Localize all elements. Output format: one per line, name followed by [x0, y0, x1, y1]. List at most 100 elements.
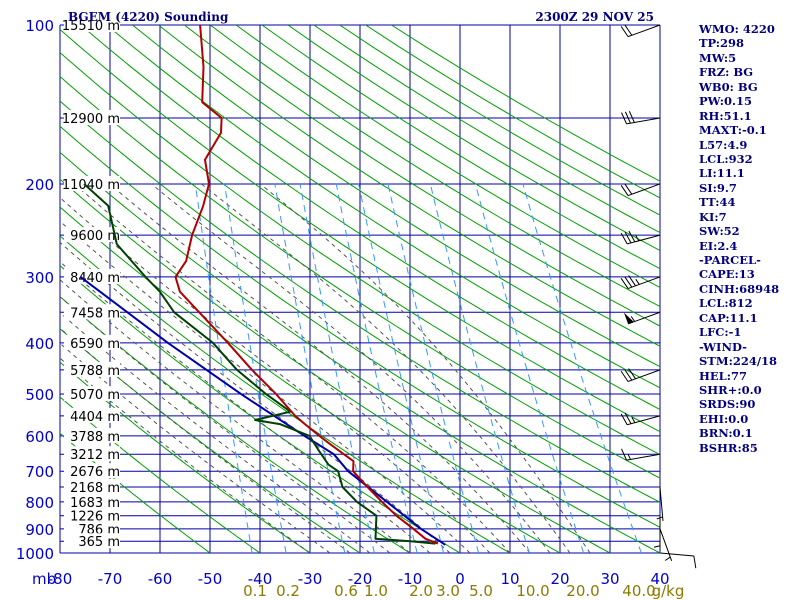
dry-adiabat [106, 25, 660, 389]
wind-barb [659, 552, 697, 569]
dry-adiabat [235, 25, 660, 288]
height-label: 1683 m [70, 496, 120, 511]
index-value: L57:4.9 [699, 137, 748, 152]
pressure-tick-label: 200 [25, 176, 54, 194]
height-label-backdrop [64, 463, 120, 479]
mixing-ratio-label: 2.0 [409, 582, 433, 600]
dry-adiabat [60, 100, 660, 503]
pressure-tick-label: 1000 [16, 545, 54, 563]
moist-adiabat [60, 261, 431, 553]
index-value: HEL:77 [699, 368, 747, 383]
mixing-ratio-line [335, 183, 418, 553]
mixing-ratio-label: 40.0 [622, 582, 655, 600]
height-label-backdrop [64, 304, 120, 320]
moist-adiabat [109, 183, 531, 553]
mixing-ratio-line [474, 183, 585, 553]
pressure-tick-label: 400 [25, 335, 54, 353]
height-label: 12900 m [62, 112, 120, 127]
index-value: CINH:68948 [699, 281, 780, 296]
dry-adiabat [60, 28, 660, 433]
mixing-ratio-line [387, 183, 480, 553]
dry-adiabat [60, 51, 660, 456]
wind-barb [621, 448, 661, 461]
profiles [79, 25, 446, 546]
dry-adiabat [132, 25, 660, 368]
dry-adiabat [60, 264, 461, 553]
valid-time: 2300Z 29 NOV 25 [535, 10, 654, 24]
stability-index-panel: WMO: 4220 TP:298 MW:5 FRZ: BG WB0: BG PW:0.15… [699, 22, 799, 455]
height-label: 3212 m [70, 448, 120, 463]
index-value: LCL:932 [699, 151, 753, 166]
dry-adiabat [60, 178, 611, 553]
index-value: TP:298 [699, 36, 745, 51]
pressure-tick-label: 800 [25, 494, 54, 512]
mixing-ratio-label: 5.0 [469, 582, 493, 600]
pressure-tick-label: 300 [25, 269, 54, 287]
index-value: PW:0.15 [699, 94, 753, 109]
dry-adiabat [60, 75, 660, 479]
height-label: 2168 m [70, 481, 120, 496]
mixing-ratio-label: 0.1 [243, 582, 267, 600]
index-value: RH:51.1 [699, 108, 752, 123]
index-value: LCL:812 [699, 296, 753, 311]
temperature-tick-label: -40 [248, 570, 273, 588]
parcel-trace [79, 276, 446, 546]
pressure-tick-label: 900 [25, 521, 54, 539]
mixing-ratio-line [299, 183, 375, 553]
height-label: 9600 m [70, 229, 120, 244]
temperature-tick-label: 40 [650, 570, 669, 588]
mixing-ratio-label: 10.0 [516, 582, 549, 600]
height-label-backdrop [64, 533, 120, 549]
wind-barb [621, 110, 661, 125]
height-label-backdrop [64, 479, 120, 495]
dry-adiabats [60, 25, 660, 553]
index-value: STM:224/18 [699, 354, 778, 369]
temperature-trace [174, 25, 439, 545]
moist-adiabat [60, 220, 471, 553]
height-label: 8440 m [70, 271, 120, 286]
dewpoint-trace [83, 183, 436, 545]
temperature-tick-label: -60 [148, 570, 173, 588]
index-value: TT:44 [699, 195, 736, 210]
index-value: SHR+:0.0 [699, 382, 762, 397]
station-title: BGEM (4220) Sounding [68, 10, 229, 24]
mixing-ratio-label: 3.0 [436, 582, 460, 600]
dry-adiabat [60, 361, 311, 553]
dry-adiabat [158, 25, 660, 347]
index-value: MW:5 [699, 50, 737, 65]
dry-adiabat [261, 25, 660, 270]
height-label: 11040 m [62, 178, 120, 193]
height-label-backdrop [64, 361, 120, 377]
mixing-ratio-label: 20.0 [566, 582, 599, 600]
temperature-tick-label: -80 [48, 570, 73, 588]
pressure-tick-label: 700 [25, 463, 54, 481]
index-value: FRZ: BG [699, 65, 754, 80]
height-label: 4404 m [70, 410, 120, 425]
temperature-tick-label: -10 [398, 570, 423, 588]
index-value: SI:9.7 [699, 180, 737, 195]
dry-adiabat [60, 328, 361, 553]
temperature-tick-label: -30 [298, 570, 323, 588]
height-label-backdrop [64, 427, 120, 443]
moist-adiabats [60, 183, 591, 553]
height-label-backdrop [64, 507, 120, 523]
moist-adiabat [60, 279, 411, 553]
pressure-tick-labels: 100 200 300 400 500 600 700 800 900 1000 [16, 17, 54, 563]
temperature-tick-label: 20 [550, 570, 569, 588]
height-label: 365 m [78, 535, 120, 550]
height-label: 15510 m [62, 19, 120, 34]
temperature-tick-label: -70 [98, 570, 123, 588]
height-label-backdrop [64, 334, 120, 350]
index-value: BRN:0.1 [699, 426, 753, 441]
index-value: LI:11.1 [699, 166, 745, 181]
height-label: 6590 m [70, 337, 120, 352]
mixing-ratio-line [194, 183, 253, 553]
mixing-ratio-labels: 0.1 0.2 0.6 1.0 2.0 3.0 5.0 10.0 20.0 40.0g/kg [243, 582, 684, 600]
height-label: 5788 m [70, 364, 120, 379]
wind-barbs [620, 24, 697, 569]
dry-adiabat [209, 25, 660, 308]
moist-adiabat [60, 296, 391, 553]
height-label-backdrop [64, 109, 120, 125]
height-label: 5070 m [70, 388, 120, 403]
pressure-tick-label: 600 [25, 428, 54, 446]
